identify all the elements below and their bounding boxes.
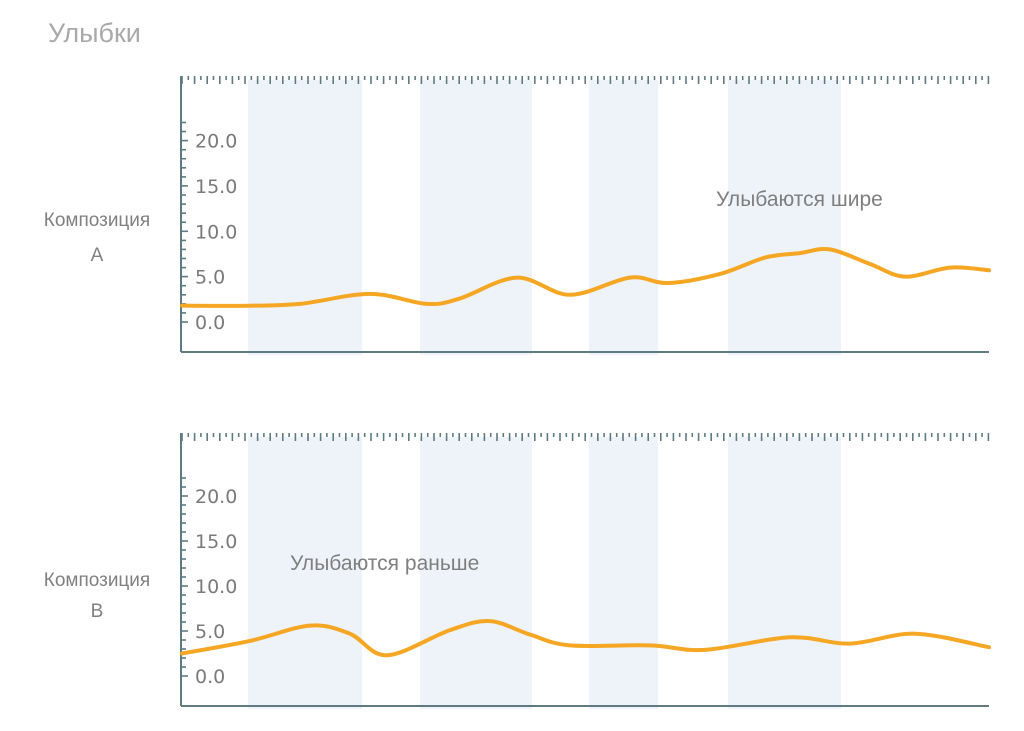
panel-label-line2: A [91, 245, 104, 266]
y-tick-label: 0.0 [195, 666, 225, 688]
top-tick-ruler [181, 433, 990, 441]
y-axis: 0.0 5.0 10.0 15.0 20.0 [180, 76, 237, 352]
y-axis: 0.0 5.0 10.0 15.0 20.0 [180, 433, 237, 706]
highlight-band [248, 80, 362, 355]
y-tick-label: 15.0 [195, 176, 237, 198]
panel-composition-a: 0.0 5.0 10.0 15.0 20.0 Композиция A Улыбаютс… [44, 76, 991, 355]
highlight-bands [248, 437, 841, 709]
highlight-band [589, 437, 658, 709]
panel-label-line1: Композиция [44, 210, 150, 231]
highlight-band [420, 437, 532, 709]
y-tick-label: 0.0 [195, 312, 225, 334]
chart-title: Улыбки [48, 18, 141, 48]
y-tick-label: 10.0 [195, 576, 237, 598]
y-tick-label: 5.0 [195, 621, 225, 643]
annotation: Улыбаются шире [716, 188, 883, 211]
panel-label-line2: B [91, 601, 104, 622]
highlight-band [728, 80, 841, 355]
highlight-band [728, 437, 841, 709]
series-line [180, 619, 991, 658]
y-tick-label: 20.0 [195, 131, 237, 153]
y-tick-label: 20.0 [195, 486, 237, 508]
panel-label-line1: Композиция [44, 570, 150, 591]
annotation: Улыбаются раньше [290, 552, 479, 575]
series-line [180, 246, 991, 308]
y-tick-label: 10.0 [195, 221, 237, 243]
panel-composition-b: 0.0 5.0 10.0 15.0 20.0 Композиция B Улыбаютс… [44, 433, 991, 709]
highlight-band [589, 80, 658, 355]
y-tick-label: 15.0 [195, 531, 237, 553]
top-tick-ruler [181, 76, 990, 84]
highlight-band [248, 437, 362, 709]
y-tick-label: 5.0 [195, 267, 225, 289]
highlight-bands [248, 80, 841, 355]
highlight-band [420, 80, 532, 355]
